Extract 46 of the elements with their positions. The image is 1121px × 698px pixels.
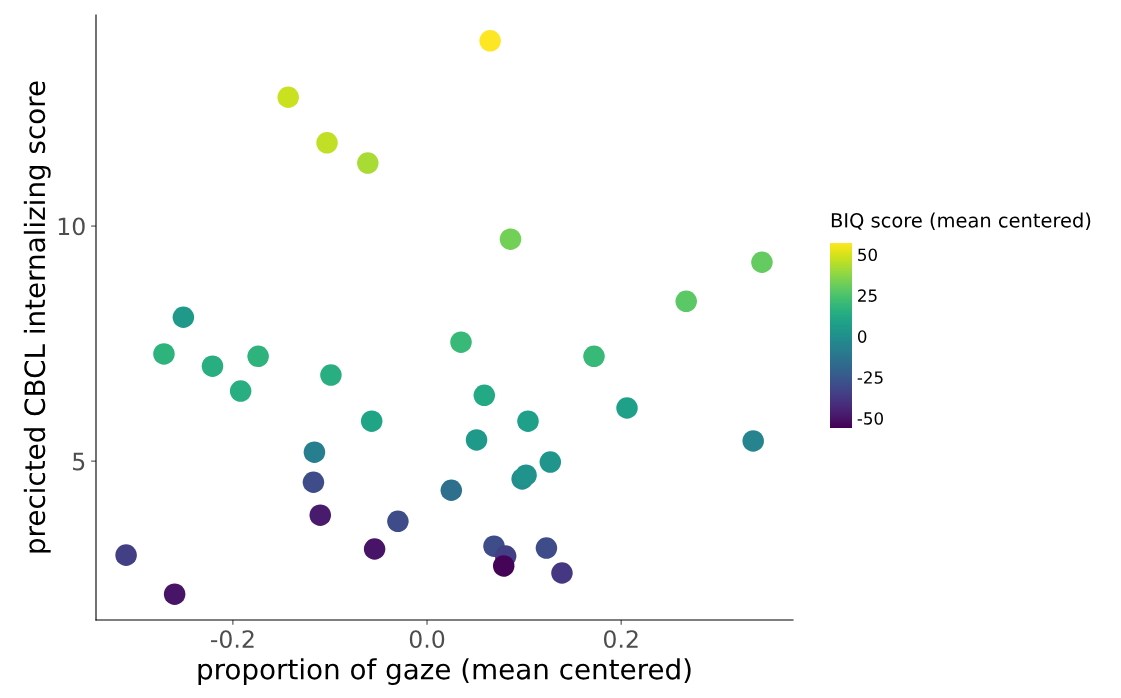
point: [309, 504, 331, 526]
point: [675, 290, 697, 313]
point: [742, 430, 764, 452]
y-tick-label: 5: [73, 452, 85, 471]
point: [499, 228, 522, 250]
point: [360, 410, 383, 432]
x-tick-label: -0.2: [211, 630, 254, 648]
point: [535, 537, 558, 559]
color-bar-label: -50: [857, 412, 883, 425]
color-bar-title: BIQ score (mean centered): [831, 212, 1091, 230]
point: [363, 538, 386, 560]
point: [316, 132, 338, 154]
point: [115, 544, 137, 566]
x-axis-title: proportion of gaze (mean centered): [198, 658, 691, 686]
point: [465, 429, 488, 451]
point: [153, 343, 175, 365]
point: [473, 384, 496, 407]
point: [303, 441, 326, 463]
x-tick-label: 0.2: [603, 630, 638, 648]
point: [616, 397, 638, 419]
point: [387, 510, 409, 533]
point: [277, 86, 299, 109]
point: [440, 479, 463, 502]
point: [302, 471, 325, 494]
point: [551, 562, 573, 584]
y-axis-title: precicted CBCL internalizing score: [23, 81, 51, 553]
point: [163, 583, 186, 605]
point: [517, 410, 539, 432]
point: [492, 555, 515, 577]
color-bar-label: 50: [858, 248, 877, 262]
y-tick-label: 10: [58, 217, 85, 236]
color-bar-label: 25: [858, 289, 877, 302]
point: [247, 345, 269, 368]
point: [357, 152, 379, 174]
point: [320, 364, 342, 386]
point: [172, 306, 195, 329]
point: [201, 355, 224, 377]
point: [450, 331, 472, 353]
point: [229, 380, 252, 402]
point: [751, 251, 773, 274]
point: [539, 451, 562, 473]
x-tick-label: 0.0: [409, 630, 445, 648]
point: [479, 30, 501, 52]
color-bar-label: -25: [857, 371, 883, 384]
point: [583, 345, 605, 368]
color-bar-label: 0: [857, 330, 867, 343]
